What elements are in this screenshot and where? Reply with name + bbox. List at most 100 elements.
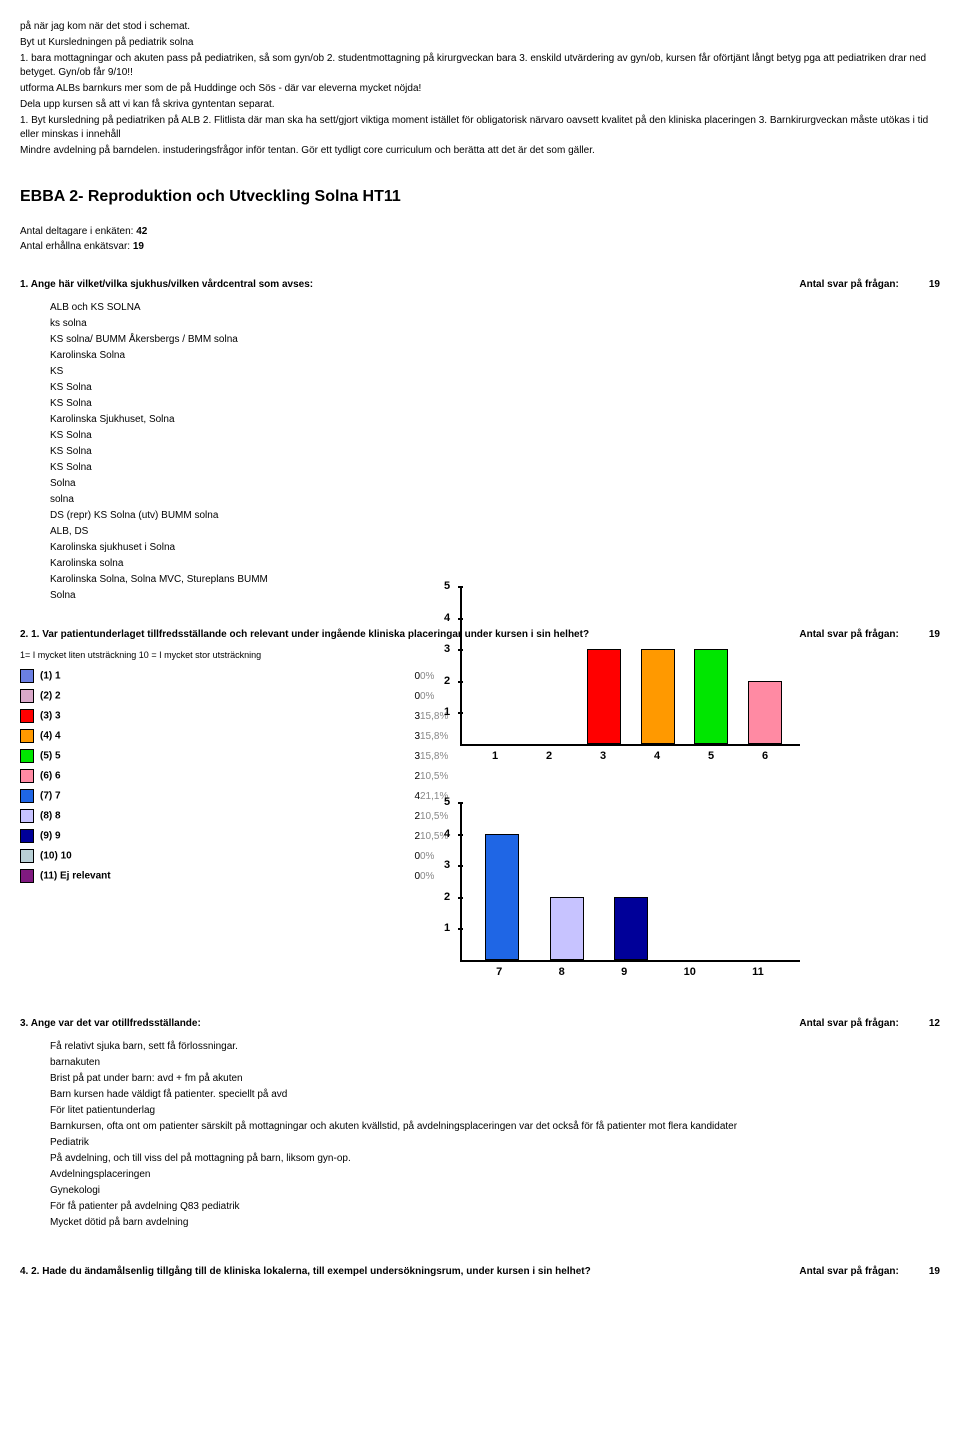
- response-item: KS solna/ BUMM Åkersbergs / BMM solna: [50, 332, 940, 348]
- x-tick: 8: [559, 966, 565, 978]
- response-item: Brist på pat under barn: avd + fm på aku…: [50, 1071, 940, 1087]
- legend-row: (3) 3315,8%: [20, 706, 470, 726]
- x-tick: 11: [752, 966, 764, 978]
- response-item: ALB och KS SOLNA: [50, 300, 940, 316]
- x-tick: 6: [762, 750, 768, 762]
- question-4-header: 4. 2. Hade du ändamålsenlig tillgång til…: [20, 1266, 940, 1277]
- x-tick: 7: [496, 966, 502, 978]
- response-item: För få patienter på avdelning Q83 pediat…: [50, 1199, 940, 1215]
- charts-container: 12345 123456 12345 7891011: [460, 586, 940, 978]
- legend-table: (1) 100%(2) 200%(3) 3315,8%(4) 4315,8%(5…: [20, 666, 470, 886]
- color-swatch: [20, 709, 34, 723]
- chart-bar: [694, 649, 728, 744]
- legend-count: 0: [140, 846, 420, 866]
- legend-row: (11) Ej relevant00%: [20, 866, 470, 886]
- color-swatch: [20, 829, 34, 843]
- legend-count: 0: [140, 866, 420, 886]
- intro-text-block: på när jag kom när det stod i schemat. By…: [20, 20, 940, 158]
- legend-row: (4) 4315,8%: [20, 726, 470, 746]
- participants-value: 42: [136, 226, 147, 237]
- response-item: DS (repr) KS Solna (utv) BUMM solna: [50, 508, 940, 524]
- question-2-count: 19: [929, 629, 940, 640]
- response-item: Solna: [50, 476, 940, 492]
- response-item: ks solna: [50, 316, 940, 332]
- legend-row: (5) 5315,8%: [20, 746, 470, 766]
- answers-label: Antal svar på frågan:: [799, 1266, 898, 1277]
- y-tick: 5: [444, 580, 450, 592]
- intro-line: 1. bara mottagningar och akuten pass på …: [20, 52, 940, 80]
- x-tick: 1: [492, 750, 498, 762]
- question-4-count: 19: [929, 1266, 940, 1277]
- y-tick: 4: [444, 612, 450, 624]
- legend-count: 3: [140, 706, 420, 726]
- x-tick: 2: [546, 750, 552, 762]
- chart-bar: [587, 649, 621, 744]
- legend-count: 2: [140, 806, 420, 826]
- survey-meta: Antal deltagare i enkäten: 42 Antal erhå…: [20, 224, 940, 254]
- question-1-header: 1. Ange här vilket/vilka sjukhus/vilken …: [20, 279, 940, 290]
- legend-row: (7) 7421,1%: [20, 786, 470, 806]
- response-item: barnakuten: [50, 1055, 940, 1071]
- legend-row: (6) 6210,5%: [20, 766, 470, 786]
- y-tick: 3: [444, 859, 450, 871]
- response-item: Barnkursen, ofta ont om patienter särski…: [50, 1119, 940, 1135]
- bar-chart-2: 12345 7891011: [460, 802, 940, 978]
- x-tick: 5: [708, 750, 714, 762]
- response-item: Karolinska solna: [50, 556, 940, 572]
- legend-row: (1) 100%: [20, 666, 470, 686]
- chart-bar: [748, 681, 782, 744]
- question-3-text: 3. Ange var det var otillfredsställande:: [20, 1018, 201, 1029]
- y-tick: 1: [444, 922, 450, 934]
- y-tick: 2: [444, 675, 450, 687]
- intro-line: på när jag kom när det stod i schemat.: [20, 20, 940, 34]
- response-item: På avdelning, och till viss del på motta…: [50, 1151, 940, 1167]
- question-1-count: 19: [929, 279, 940, 290]
- responses-value: 19: [133, 241, 144, 252]
- chart-bar: [614, 897, 648, 960]
- color-swatch: [20, 689, 34, 703]
- y-tick: 4: [444, 828, 450, 840]
- response-item: Karolinska Sjukhuset, Solna: [50, 412, 940, 428]
- legend-count: 0: [140, 686, 420, 706]
- color-swatch: [20, 669, 34, 683]
- response-item: Få relativt sjuka barn, sett få förlossn…: [50, 1039, 940, 1055]
- legend-row: (8) 8210,5%: [20, 806, 470, 826]
- y-tick: 1: [444, 706, 450, 718]
- intro-line: Dela upp kursen så att vi kan få skriva …: [20, 98, 940, 112]
- answers-label: Antal svar på frågan:: [799, 629, 898, 640]
- chart-bar: [641, 649, 675, 744]
- response-item: För litet patientunderlag: [50, 1103, 940, 1119]
- y-tick: 5: [444, 796, 450, 808]
- x-tick: 10: [684, 966, 696, 978]
- intro-line: Byt ut Kursledningen på pediatrik solna: [20, 36, 940, 50]
- question-4-text: 4. 2. Hade du ändamålsenlig tillgång til…: [20, 1266, 591, 1277]
- legend-count: 4: [140, 786, 420, 806]
- x-tick: 9: [621, 966, 627, 978]
- answers-label: Antal svar på frågan:: [799, 279, 898, 290]
- legend-count: 2: [140, 766, 420, 786]
- color-swatch: [20, 729, 34, 743]
- intro-line: utforma ALBs barnkurs mer som de på Hudd…: [20, 82, 940, 96]
- response-item: Barn kursen hade väldigt få patienter. s…: [50, 1087, 940, 1103]
- response-item: KS Solna: [50, 444, 940, 460]
- intro-line: 1. Byt kursledning på pediatriken på ALB…: [20, 114, 940, 142]
- question-3-count: 12: [929, 1018, 940, 1029]
- participants-label: Antal deltagare i enkäten:: [20, 226, 133, 237]
- response-item: Karolinska Solna: [50, 348, 940, 364]
- y-tick: 2: [444, 891, 450, 903]
- legend-count: 3: [140, 726, 420, 746]
- responses-label: Antal erhållna enkätsvar:: [20, 241, 130, 252]
- bar-chart-1: 12345 123456: [460, 586, 940, 762]
- response-item: Gynekologi: [50, 1183, 940, 1199]
- response-item: KS Solna: [50, 428, 940, 444]
- response-item: ALB, DS: [50, 524, 940, 540]
- color-swatch: [20, 869, 34, 883]
- y-tick: 3: [444, 643, 450, 655]
- response-item: solna: [50, 492, 940, 508]
- question-1-text: 1. Ange här vilket/vilka sjukhus/vilken …: [20, 279, 313, 290]
- color-swatch: [20, 849, 34, 863]
- legend-count: 3: [140, 746, 420, 766]
- response-item: KS Solna: [50, 460, 940, 476]
- color-swatch: [20, 789, 34, 803]
- response-item: KS Solna: [50, 380, 940, 396]
